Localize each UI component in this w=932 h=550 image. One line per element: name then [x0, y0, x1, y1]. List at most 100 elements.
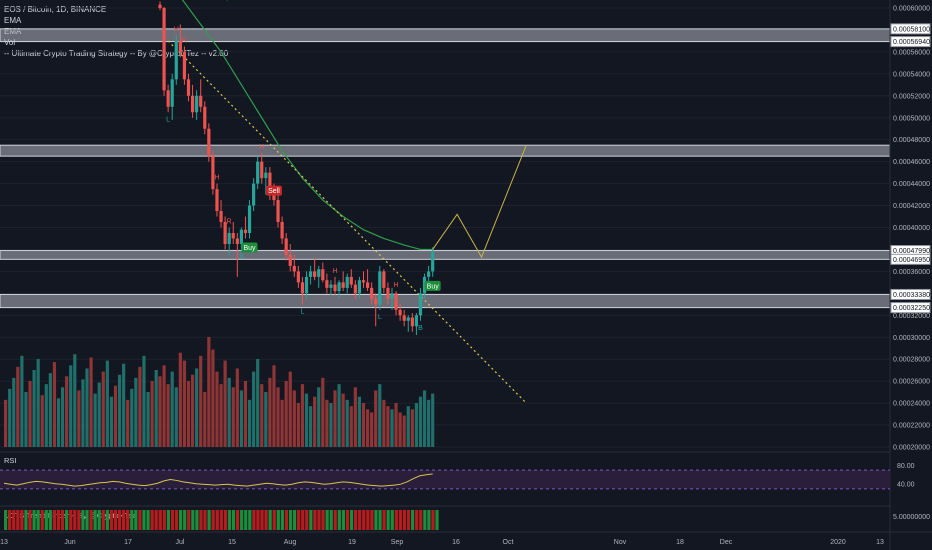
candle-body	[418, 293, 423, 316]
trend-block	[32, 510, 36, 530]
volume-bar	[252, 371, 256, 447]
trend-block	[126, 510, 130, 530]
trend-block	[264, 510, 268, 530]
trend-block	[187, 510, 191, 530]
projection-path	[432, 145, 527, 259]
trend-block	[305, 510, 309, 530]
rsi-band	[0, 470, 890, 489]
strategy-label[interactable]: -- Ultimate Crypto Trading Strategy -- B…	[4, 49, 229, 58]
candle-body	[431, 251, 435, 272]
zone-price-tag	[890, 36, 931, 48]
candle-body	[313, 271, 317, 277]
candle-body	[365, 282, 370, 288]
candle-mark: R	[182, 37, 187, 44]
trend-block	[134, 510, 138, 530]
volume-bar	[142, 355, 146, 447]
candle-body	[264, 172, 268, 179]
volume-bar	[268, 377, 272, 447]
volume-bar	[195, 368, 199, 447]
volume-bar	[427, 399, 431, 447]
candle-body	[199, 95, 203, 107]
trend-block	[113, 510, 118, 530]
volume-bar	[130, 388, 134, 447]
candle-body	[231, 232, 235, 239]
volume-bar	[313, 396, 317, 447]
trend-block	[398, 510, 402, 530]
trend-block	[138, 510, 142, 530]
candle-body	[427, 271, 431, 277]
volume-bar	[109, 396, 114, 447]
candle-body	[394, 293, 398, 310]
date-tick-label: Jun	[64, 539, 75, 546]
volume-bar	[166, 384, 170, 447]
volume-bar	[398, 412, 402, 447]
volume-bar	[24, 392, 28, 447]
trend-tick-label: 5.00000000	[893, 514, 930, 521]
trend-block	[69, 510, 73, 530]
volume-bar	[101, 371, 105, 447]
candle-body	[296, 271, 300, 283]
trend-block	[345, 510, 350, 530]
trend-block	[122, 510, 126, 530]
trend-block	[109, 510, 114, 530]
trend-block	[244, 510, 248, 530]
trend-block	[150, 510, 154, 530]
volume-bar	[321, 377, 325, 447]
trend-block	[105, 510, 109, 530]
volume-bar	[357, 396, 362, 447]
price-tick-label: 0.00046000	[893, 159, 930, 166]
trend-block	[333, 510, 337, 530]
price-tick-label: 0.00032000	[893, 313, 930, 320]
signal-text: Buy	[427, 283, 440, 290]
volume-bar	[69, 365, 73, 447]
trend-block	[89, 510, 93, 530]
rsi-label[interactable]: RSI	[4, 456, 17, 465]
signal-box	[424, 280, 441, 291]
zone-price-tag	[890, 288, 931, 300]
candle-body	[203, 106, 207, 129]
volume-bar	[170, 371, 174, 447]
price-tick-label: 0.00048000	[893, 137, 930, 144]
candle-mark: R	[227, 219, 232, 226]
volume-bar	[219, 384, 223, 447]
candle-mark: H	[394, 282, 399, 289]
trend-block	[231, 510, 236, 530]
volume-bar	[154, 370, 158, 447]
candle-mark: H	[174, 26, 179, 33]
volume-bar	[215, 371, 219, 447]
volume-bar	[353, 387, 357, 447]
sr-zone	[0, 144, 891, 157]
trend-block	[284, 510, 289, 530]
trend-block	[211, 510, 215, 530]
price-tick-label: 0.00026000	[893, 379, 930, 386]
candle-body	[304, 276, 309, 294]
candle-body	[370, 287, 374, 299]
trend-block	[297, 510, 301, 530]
rsi-tick-label: 80.00	[897, 463, 915, 470]
ema-fast-label[interactable]: EMA	[4, 16, 22, 25]
volume-bar	[304, 393, 309, 447]
volume-label[interactable]: Vol	[4, 38, 16, 47]
candle-body	[158, 4, 162, 8]
zone-price-tag	[890, 23, 931, 35]
volume-bar	[36, 359, 40, 447]
price-tick-label: 0.00036000	[893, 269, 930, 276]
date-tick-label: Jul	[176, 539, 185, 546]
buy-signal: Buy	[241, 242, 258, 253]
candle-body	[398, 309, 402, 316]
volume-bar	[256, 359, 260, 447]
trend-block	[419, 510, 423, 530]
sr-zone	[0, 293, 891, 309]
date-tick-label: 16	[452, 539, 460, 546]
candle-body	[166, 90, 170, 107]
candle-body	[357, 280, 362, 294]
candle-body	[378, 271, 382, 305]
candle-body	[256, 161, 260, 184]
volume-bar	[77, 390, 81, 447]
trend-block	[179, 510, 183, 530]
price-tick-label: 0.00052000	[893, 93, 930, 100]
trend-block	[166, 510, 170, 530]
volume-bar	[52, 362, 57, 447]
candle-body	[410, 317, 414, 327]
